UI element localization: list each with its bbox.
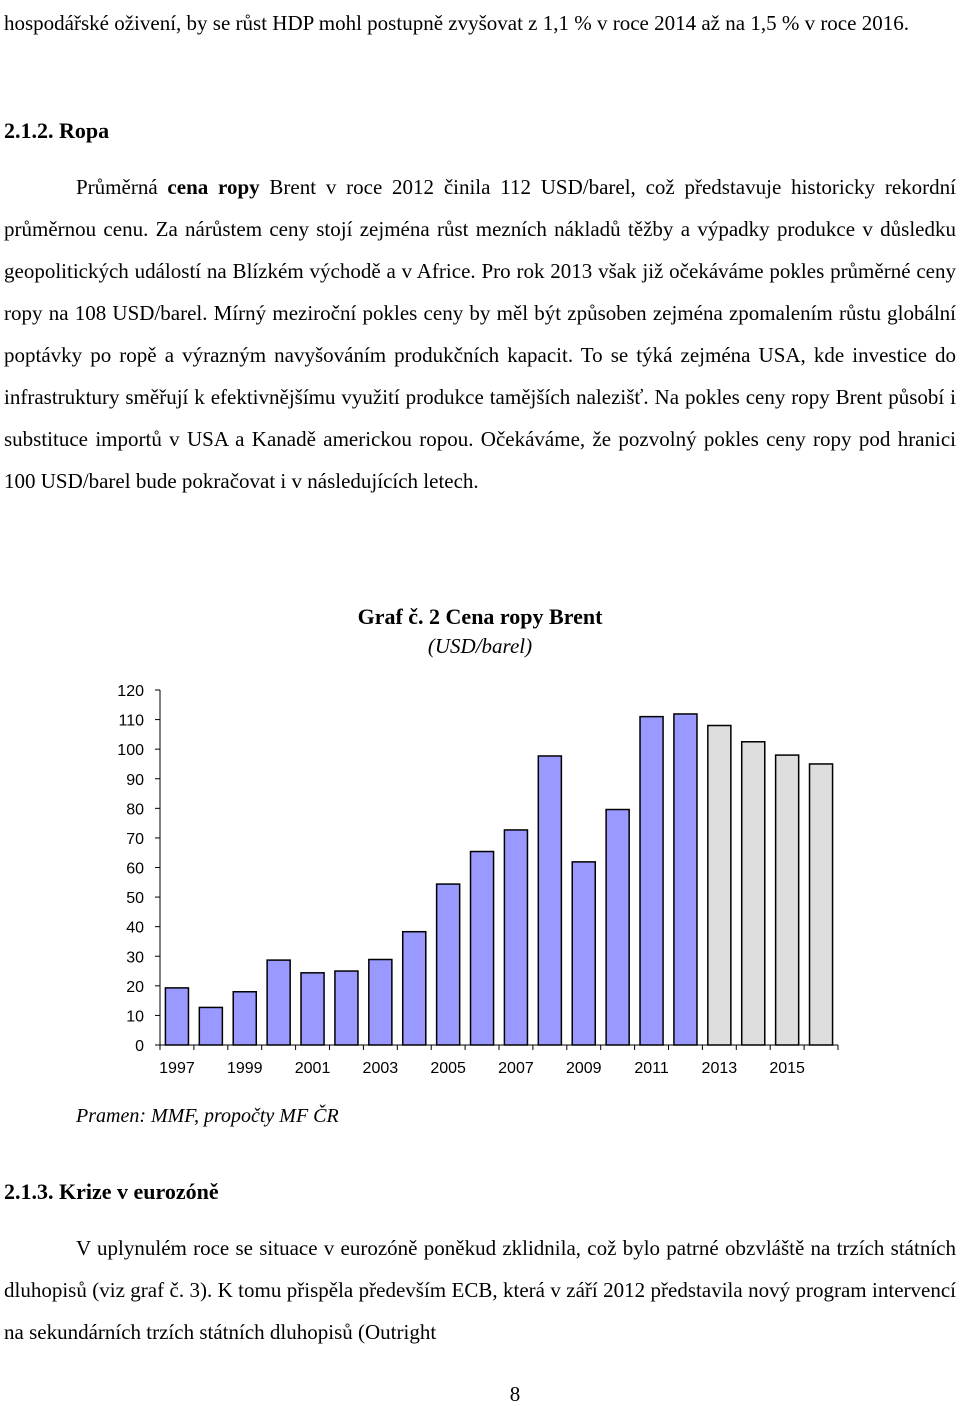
ropa-text-rest: Brent v roce 2012 činila 112 USD/barel, …: [4, 175, 956, 493]
ropa-paragraph: Průměrná cena ropy Brent v roce 2012 čin…: [4, 166, 956, 502]
bar-1998: [198, 1006, 224, 1046]
x-tick-label: 1997: [159, 1060, 195, 1077]
y-tick-label: 50: [126, 890, 144, 907]
bar-forecast-2013: [707, 724, 732, 1046]
bar-2011: [639, 715, 664, 1046]
bar-2004: [401, 930, 427, 1046]
chart-source: Pramen: MMF, propočty MF ČR: [76, 1105, 339, 1127]
intro-paragraph: hospodářské oživení, by se růst HDP mohl…: [4, 0, 956, 46]
x-tick-label: 1999: [227, 1060, 263, 1077]
x-tick-label: 2007: [498, 1060, 534, 1077]
y-tick-label: 60: [126, 861, 144, 878]
bar-1997: [164, 987, 190, 1046]
y-axis: 0 10 20 30 40 50 60 70 80 90 100 110 120: [117, 683, 161, 1055]
bar-2005: [435, 883, 461, 1046]
chart-title: Graf č. 2 Cena ropy Brent: [0, 603, 960, 631]
bar-2001: [300, 972, 325, 1046]
y-tick-label: 100: [117, 742, 144, 759]
bar-1999: [232, 991, 258, 1046]
x-tick-label: 2005: [430, 1060, 466, 1077]
x-tick-label: 2003: [363, 1060, 399, 1077]
y-tick-label: 120: [117, 683, 144, 700]
bar-2007: [503, 829, 529, 1046]
krize-paragraph: V uplynulém roce se situace v eurozóně p…: [4, 1227, 956, 1353]
y-tick-label: 0: [135, 1038, 144, 1055]
ropa-text-bold: cena ropy: [167, 175, 260, 199]
x-tick-label: 2011: [634, 1060, 669, 1077]
bar-forecast-2015: [774, 754, 800, 1046]
bar-2012: [673, 713, 698, 1046]
page-number: 8: [509, 1382, 521, 1406]
x-tick-label: 2013: [702, 1060, 738, 1077]
x-tick-label: 2015: [769, 1060, 805, 1077]
y-tick-label: 70: [126, 831, 144, 848]
bar-2003: [368, 958, 393, 1046]
bar-2010: [605, 808, 630, 1046]
ropa-text-lead: Průměrná: [76, 175, 168, 199]
section-heading-ropa: 2.1.2. Ropa: [4, 118, 110, 143]
section-heading-krize: 2.1.3. Krize v eurozóně: [4, 1179, 219, 1204]
intro-text: hospodářské oživení, by se růst HDP mohl…: [4, 11, 909, 35]
x-tick-label: 2009: [566, 1060, 602, 1077]
y-tick-label: 110: [118, 713, 144, 730]
y-tick-label: 20: [126, 979, 144, 996]
chart-title-text: Graf č. 2 Cena ropy Brent: [357, 604, 603, 629]
brent-price-chart: 0 10 20 30 40 50 60 70 80 90 100 110 120 1997 1999 200…: [117, 683, 839, 1077]
bar-2006: [469, 850, 495, 1046]
bar-2009: [571, 861, 597, 1046]
krize-text: V uplynulém roce se situace v eurozóně p…: [4, 1236, 956, 1344]
bar-2002: [334, 970, 359, 1046]
bar-forecast-2016: [808, 763, 834, 1046]
bar-2000: [266, 959, 291, 1046]
y-tick-label: 90: [126, 772, 144, 789]
bars: [164, 713, 834, 1046]
y-tick-label: 10: [126, 1008, 144, 1025]
y-tick-label: 30: [126, 949, 144, 966]
chart-subtitle: (USD/barel): [427, 634, 533, 658]
bar-forecast-2014: [740, 741, 766, 1046]
bar-2008: [537, 755, 563, 1046]
x-axis: 1997 1999 2001 2003 2005 2007 2009 2011 2013 2015: [159, 1044, 839, 1077]
y-tick-label: 40: [126, 920, 144, 937]
x-tick-label: 2001: [295, 1060, 331, 1077]
y-tick-label: 80: [126, 801, 144, 818]
